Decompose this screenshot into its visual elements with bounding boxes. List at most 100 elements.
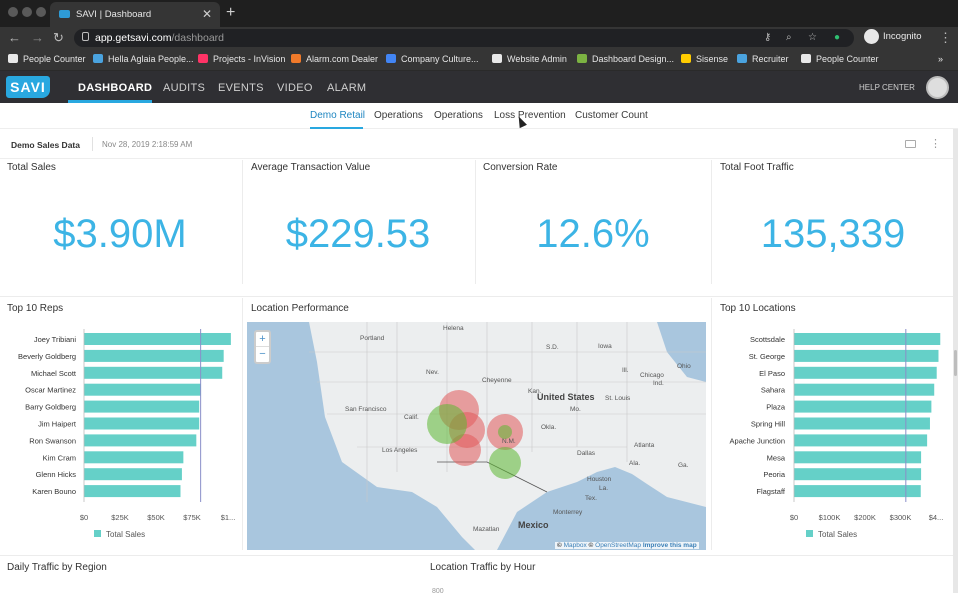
locations-legend[interactable]: Total Sales — [806, 530, 857, 539]
bar[interactable] — [794, 485, 921, 498]
hourly-traffic-title: Location Traffic by Hour — [430, 562, 536, 573]
bookmark-icon — [801, 54, 811, 63]
bar[interactable] — [84, 383, 201, 396]
bar[interactable] — [794, 468, 922, 481]
extension-icon[interactable]: ● — [834, 32, 841, 43]
layout-icon[interactable] — [905, 140, 916, 148]
bar[interactable] — [84, 468, 182, 481]
help-center-link[interactable]: HELP CENTER — [859, 83, 915, 92]
reps-legend[interactable]: Total Sales — [94, 530, 145, 539]
category-label: Sahara — [761, 386, 786, 395]
tab-loss-prevention[interactable]: Loss Prevention — [494, 110, 566, 121]
key-icon[interactable]: ⚷ — [764, 32, 772, 43]
tab-operations-1[interactable]: Operations — [374, 110, 423, 121]
bar[interactable] — [84, 451, 184, 464]
bookmark-item[interactable]: Recruiter — [737, 54, 789, 64]
bar[interactable] — [794, 451, 922, 464]
bar[interactable] — [794, 333, 941, 345]
location-marker[interactable] — [498, 425, 512, 439]
bookmark-icon — [492, 54, 502, 63]
maximize-window-dot[interactable] — [36, 7, 46, 17]
zoom-out-button[interactable]: − — [256, 346, 269, 361]
bar[interactable] — [794, 417, 930, 430]
map-place-label: Iowa — [598, 343, 612, 350]
location-marker[interactable] — [489, 447, 521, 479]
bookmark-item[interactable]: Alarm.com Dealer — [291, 54, 378, 64]
nav-events[interactable]: EVENTS — [218, 82, 264, 94]
bar[interactable] — [84, 349, 224, 362]
bookmark-item[interactable]: Projects - InVision — [198, 54, 285, 64]
savi-logo[interactable]: SAVI — [6, 76, 50, 98]
category-label: St. George — [749, 352, 785, 361]
zoom-in-button[interactable]: + — [259, 333, 266, 345]
reps-bar-chart: Joey Tribiani Beverly Goldberg Michael Sco… — [18, 329, 235, 522]
improve-map-link[interactable]: Improve this map — [642, 542, 697, 549]
map-place-label: Ill. — [622, 367, 629, 374]
bar[interactable] — [84, 417, 200, 430]
bookmark-label: People Counter — [816, 54, 879, 64]
browser-menu-icon[interactable]: ⋮ — [939, 30, 952, 45]
daily-traffic-title: Daily Traffic by Region — [7, 562, 107, 573]
map-place-label: Calif. — [404, 414, 419, 421]
forward-arrow-icon[interactable]: → — [31, 30, 44, 45]
nav-alarm[interactable]: ALARM — [327, 82, 367, 94]
mapbox-link[interactable]: Mapbox — [563, 542, 587, 549]
close-window-dot[interactable] — [8, 7, 18, 17]
bar[interactable] — [84, 366, 223, 379]
bookmarks-overflow-icon[interactable]: » — [938, 54, 944, 64]
bar[interactable] — [84, 333, 231, 345]
bookmark-item[interactable]: Website Admin — [492, 54, 567, 64]
map-place-label: Mazatlan — [473, 526, 500, 533]
location-marker[interactable] — [449, 434, 481, 466]
bar[interactable] — [794, 400, 932, 413]
category-label: Oscar Martinez — [25, 386, 76, 395]
url-field[interactable]: app.getsavi.com/dashboard ⚷ ⌕ ☆ ● — [74, 29, 854, 47]
bar[interactable] — [794, 434, 928, 447]
legend-label: Total Sales — [818, 530, 858, 539]
kpi-value-total-sales: $3.90M — [53, 212, 187, 256]
tab-customer-count[interactable]: Customer Count — [575, 110, 648, 121]
tab-close-icon[interactable]: ✕ — [201, 7, 212, 21]
dashboard-date: Nov 28, 2019 2:18:59 AM — [102, 140, 193, 149]
bar[interactable] — [84, 485, 181, 498]
bookmark-label: Company Culture... — [401, 54, 479, 64]
user-avatar[interactable] — [926, 76, 949, 99]
bookmark-item[interactable]: People Counter — [8, 54, 86, 64]
hourly-axis-tick: 800 — [432, 588, 444, 595]
map-place-label: N.M. — [502, 438, 516, 445]
map-place-label: Mo. — [570, 406, 581, 413]
bookmark-item[interactable]: People Counter — [801, 54, 879, 64]
incognito-badge[interactable]: Incognito — [864, 29, 922, 46]
location-map[interactable] — [247, 322, 706, 550]
incognito-icon — [864, 29, 879, 44]
bar[interactable] — [84, 400, 200, 413]
browser-tab[interactable]: SAVI | Dashboard ✕ — [50, 2, 220, 27]
minimize-window-dot[interactable] — [22, 7, 32, 17]
zoom-icon[interactable]: ⌕ — [786, 32, 792, 43]
back-arrow-icon[interactable]: ← — [8, 30, 21, 45]
bookmark-item[interactable]: Dashboard Design... — [577, 54, 674, 64]
bookmark-item[interactable]: Sisense — [681, 54, 728, 64]
bookmark-item[interactable]: Hella Aglaia People... — [93, 54, 194, 64]
map-place-label: Chicago — [640, 372, 664, 379]
nav-video[interactable]: VIDEO — [277, 82, 313, 94]
location-marker[interactable] — [427, 404, 467, 444]
bar[interactable] — [794, 349, 939, 362]
osm-link[interactable]: OpenStreetMap — [595, 542, 642, 549]
bar[interactable] — [794, 383, 935, 396]
nav-dashboard[interactable]: DASHBOARD — [78, 82, 153, 94]
new-tab-button[interactable]: + — [226, 4, 236, 21]
bookmark-item[interactable]: Company Culture... — [386, 54, 479, 64]
bar[interactable] — [84, 434, 197, 447]
nav-audits[interactable]: AUDITS — [163, 82, 206, 94]
more-options-icon[interactable]: ⋮ — [930, 138, 941, 150]
map-place-label: Kan. — [528, 388, 542, 395]
reload-icon[interactable]: ↻ — [53, 30, 64, 45]
bar[interactable] — [794, 366, 937, 379]
tab-operations-2[interactable]: Operations — [434, 110, 483, 121]
category-label: Karen Bouno — [32, 487, 76, 496]
tab-demo-retail[interactable]: Demo Retail — [310, 110, 366, 121]
active-subtab-indicator — [310, 127, 363, 129]
scrollbar-thumb[interactable] — [954, 350, 957, 376]
star-icon[interactable]: ☆ — [808, 32, 817, 43]
